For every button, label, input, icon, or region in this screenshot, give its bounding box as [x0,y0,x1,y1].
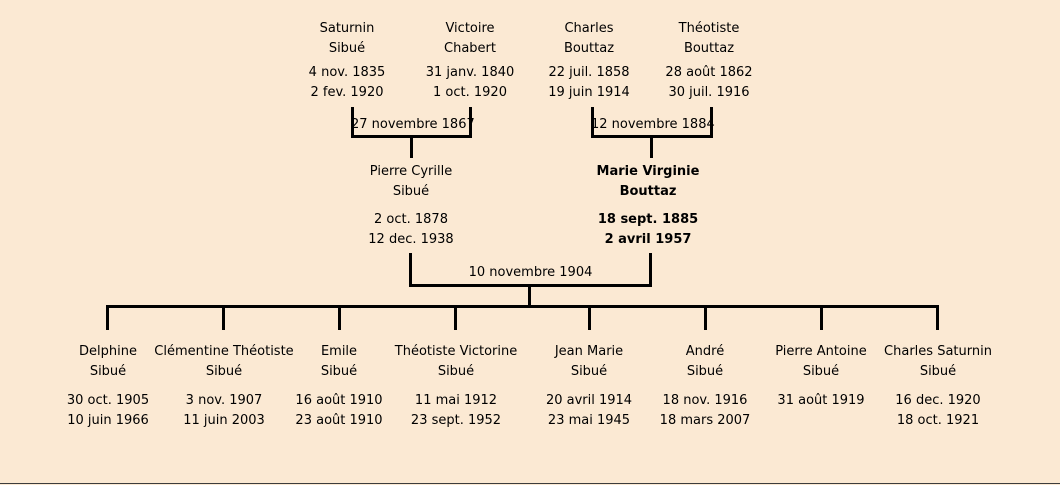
birth-date: 4 nov. 1835 [308,65,386,80]
given-name: Charles [564,21,614,36]
death-date: 2 fev. 1920 [310,85,384,100]
given-name: Marie Virginie [596,164,700,179]
death-date: 18 mars 2007 [659,413,751,428]
surname: Sibué [570,364,608,379]
death-date: 11 juin 2003 [183,413,265,428]
given-name: Clémentine Théotiste [154,344,294,359]
surname: Bouttaz [563,41,615,56]
death-date: 10 juin 1966 [67,413,149,428]
birth-date: 11 mai 1912 [414,393,498,408]
surname: Chabert [444,41,496,56]
surname: Bouttaz [683,41,735,56]
surname: Sibué [320,364,358,379]
surname: Sibué [89,364,127,379]
given-name: Victoire [445,21,495,36]
surname: Bouttaz [619,184,677,199]
birth-date: 18 nov. 1916 [662,393,748,408]
birth-date: 2 oct. 1878 [374,212,448,227]
drop-child-4 [454,305,457,330]
person-pierre-cyrille-sibue[interactable]: Pierre Cyrille Sibué 2 oct. 1878 12 dec.… [316,162,506,250]
given-name: Delphine [79,344,137,359]
person-victoire-chabert[interactable]: Victoire Chabert 31 janv. 1840 1 oct. 19… [375,19,565,103]
drop-child-1 [106,305,109,330]
drop-child-5 [588,305,591,330]
person-theotiste-bouttaz[interactable]: Théotiste Bouttaz 28 août 1862 30 juil. … [614,19,804,103]
person-charles-saturnin-sibue[interactable]: Charles Saturnin Sibué 16 dec. 1920 18 o… [843,342,1033,431]
death-date: 30 juil. 1916 [668,85,750,100]
person-emile-sibue[interactable]: Emile Sibué 16 août 1910 23 août 1910 [244,342,434,431]
marriage-date-1867[interactable]: 27 novembre 1867 [351,117,475,132]
birth-date: 30 oct. 1905 [66,393,150,408]
surname: Sibué [919,364,957,379]
drop-child-6 [704,305,707,330]
given-name: Théotiste [678,21,740,36]
drop-child-3 [338,305,341,330]
person-pierre-antoine-sibue[interactable]: Pierre Antoine Sibué 31 août 1919 [726,342,916,431]
birth-date: 18 sept. 1885 [597,212,699,227]
death-date: 2 avril 1957 [604,232,692,247]
birth-date: 16 dec. 1920 [895,393,981,408]
drop-child-8 [936,305,939,330]
given-name: André [685,344,725,359]
name-date-gap [843,382,1033,391]
birth-date: 28 août 1862 [665,65,753,80]
surname: Sibué [802,364,840,379]
death-date: 23 sept. 1952 [410,413,502,428]
birth-date: 31 janv. 1840 [425,65,515,80]
birth-date: 16 août 1910 [295,393,383,408]
connector-marriage2-to-child [650,136,653,158]
death-date: 23 mai 1945 [547,413,631,428]
window-bottom-edge [0,483,1060,484]
given-name: Charles Saturnin [884,344,992,359]
surname: Sibué [437,364,475,379]
connector-marriage3-to-children [528,284,531,307]
given-name: Pierre Antoine [775,344,867,359]
death-date: 19 juin 1914 [548,85,630,100]
birth-date: 22 juil. 1858 [548,65,630,80]
given-name: Saturnin [319,21,375,36]
death-date: 23 août 1910 [295,413,383,428]
person-delphine-sibue[interactable]: Delphine Sibué 30 oct. 1905 10 juin 1966 [13,342,203,431]
person-theotiste-victorine-sibue[interactable]: Théotiste Victorine Sibué 11 mai 1912 23… [361,342,551,431]
drop-child-2 [222,305,225,330]
person-jean-marie-sibue[interactable]: Jean Marie Sibué 20 avril 1914 23 mai 19… [494,342,684,431]
person-marie-virginie-bouttaz[interactable]: Marie Virginie Bouttaz 18 sept. 1885 2 a… [553,162,743,250]
person-andre-sibue[interactable]: André Sibué 18 nov. 1916 18 mars 2007 [610,342,800,431]
death-date: 12 dec. 1938 [368,232,454,247]
given-name: Théotiste Victorine [394,344,518,359]
given-name: Jean Marie [554,344,624,359]
surname: Sibué [686,364,724,379]
given-name: Pierre Cyrille [369,164,453,179]
person-charles-bouttaz[interactable]: Charles Bouttaz 22 juil. 1858 19 juin 19… [494,19,684,103]
name-date-gap [316,202,506,210]
given-name: Emile [320,344,358,359]
drop-child-7 [820,305,823,330]
birth-date: 3 nov. 1907 [185,393,263,408]
name-date-gap [553,202,743,210]
birth-date: 31 août 1919 [777,393,865,408]
connector-marriage1-to-child [410,136,413,158]
death-date: 18 oct. 1921 [896,413,980,428]
marriage-date-1904[interactable]: 10 novembre 1904 [468,265,593,280]
marriage-date-1884[interactable]: 12 novembre 1884 [591,117,715,132]
person-clementine-theotiste-sibue[interactable]: Clémentine Théotiste Sibué 3 nov. 1907 1… [129,342,319,431]
surname: Sibué [392,184,430,199]
birth-date: 20 avril 1914 [545,393,633,408]
death-date: 1 oct. 1920 [433,85,507,100]
surname: Sibué [328,41,366,56]
surname: Sibué [205,364,243,379]
children-rail [106,305,939,308]
person-saturnin-sibue[interactable]: Saturnin Sibué 4 nov. 1835 2 fev. 1920 [252,19,442,103]
